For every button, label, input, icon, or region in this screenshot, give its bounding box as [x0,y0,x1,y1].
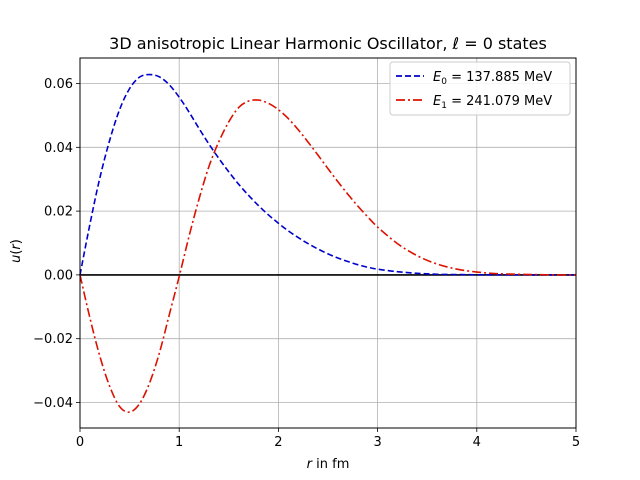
x-tick-label-1: 1 [175,435,183,450]
legend-e0-value: = 137.885 MeV [447,70,552,85]
legend-label-e0: E0 = 137.885 MeV [433,70,552,87]
y-tick-label-1: −0.02 [33,332,73,347]
x-tick-label-5: 5 [572,435,580,450]
y-tick-label-3: 0.02 [44,205,73,220]
y-axis-label-close: ) [9,239,24,244]
x-tick-label-3: 3 [373,435,381,450]
chart-title: 3D anisotropic Linear Harmonic Oscillato… [109,34,547,53]
chart-title-ell: ℓ [452,34,460,53]
y-tick-label-2: 0.00 [44,268,73,283]
y-tick-label-5: 0.06 [44,77,73,92]
legend: E0 = 137.885 MeV E1 = 241.079 MeV [390,62,570,115]
y-tick-label-0: −0.04 [33,396,73,411]
legend-e1-value: = 241.079 MeV [447,94,552,109]
legend-label-e1: E1 = 241.079 MeV [433,94,552,111]
y-tick-label-4: 0.04 [44,141,73,156]
x-tick-label-4: 4 [473,435,481,450]
x-tick-label-2: 2 [274,435,282,450]
x-axis-label-rest: in fm [312,457,349,472]
chart-title-suffix: = 0 states [459,34,547,53]
chart-title-prefix: 3D anisotropic Linear Harmonic Oscillato… [109,34,452,53]
y-axis-label: u(r) [9,239,24,263]
x-tick-label-0: 0 [76,435,84,450]
y-axis-label-var: u [9,255,24,263]
x-axis-label: r in fm [307,457,350,472]
